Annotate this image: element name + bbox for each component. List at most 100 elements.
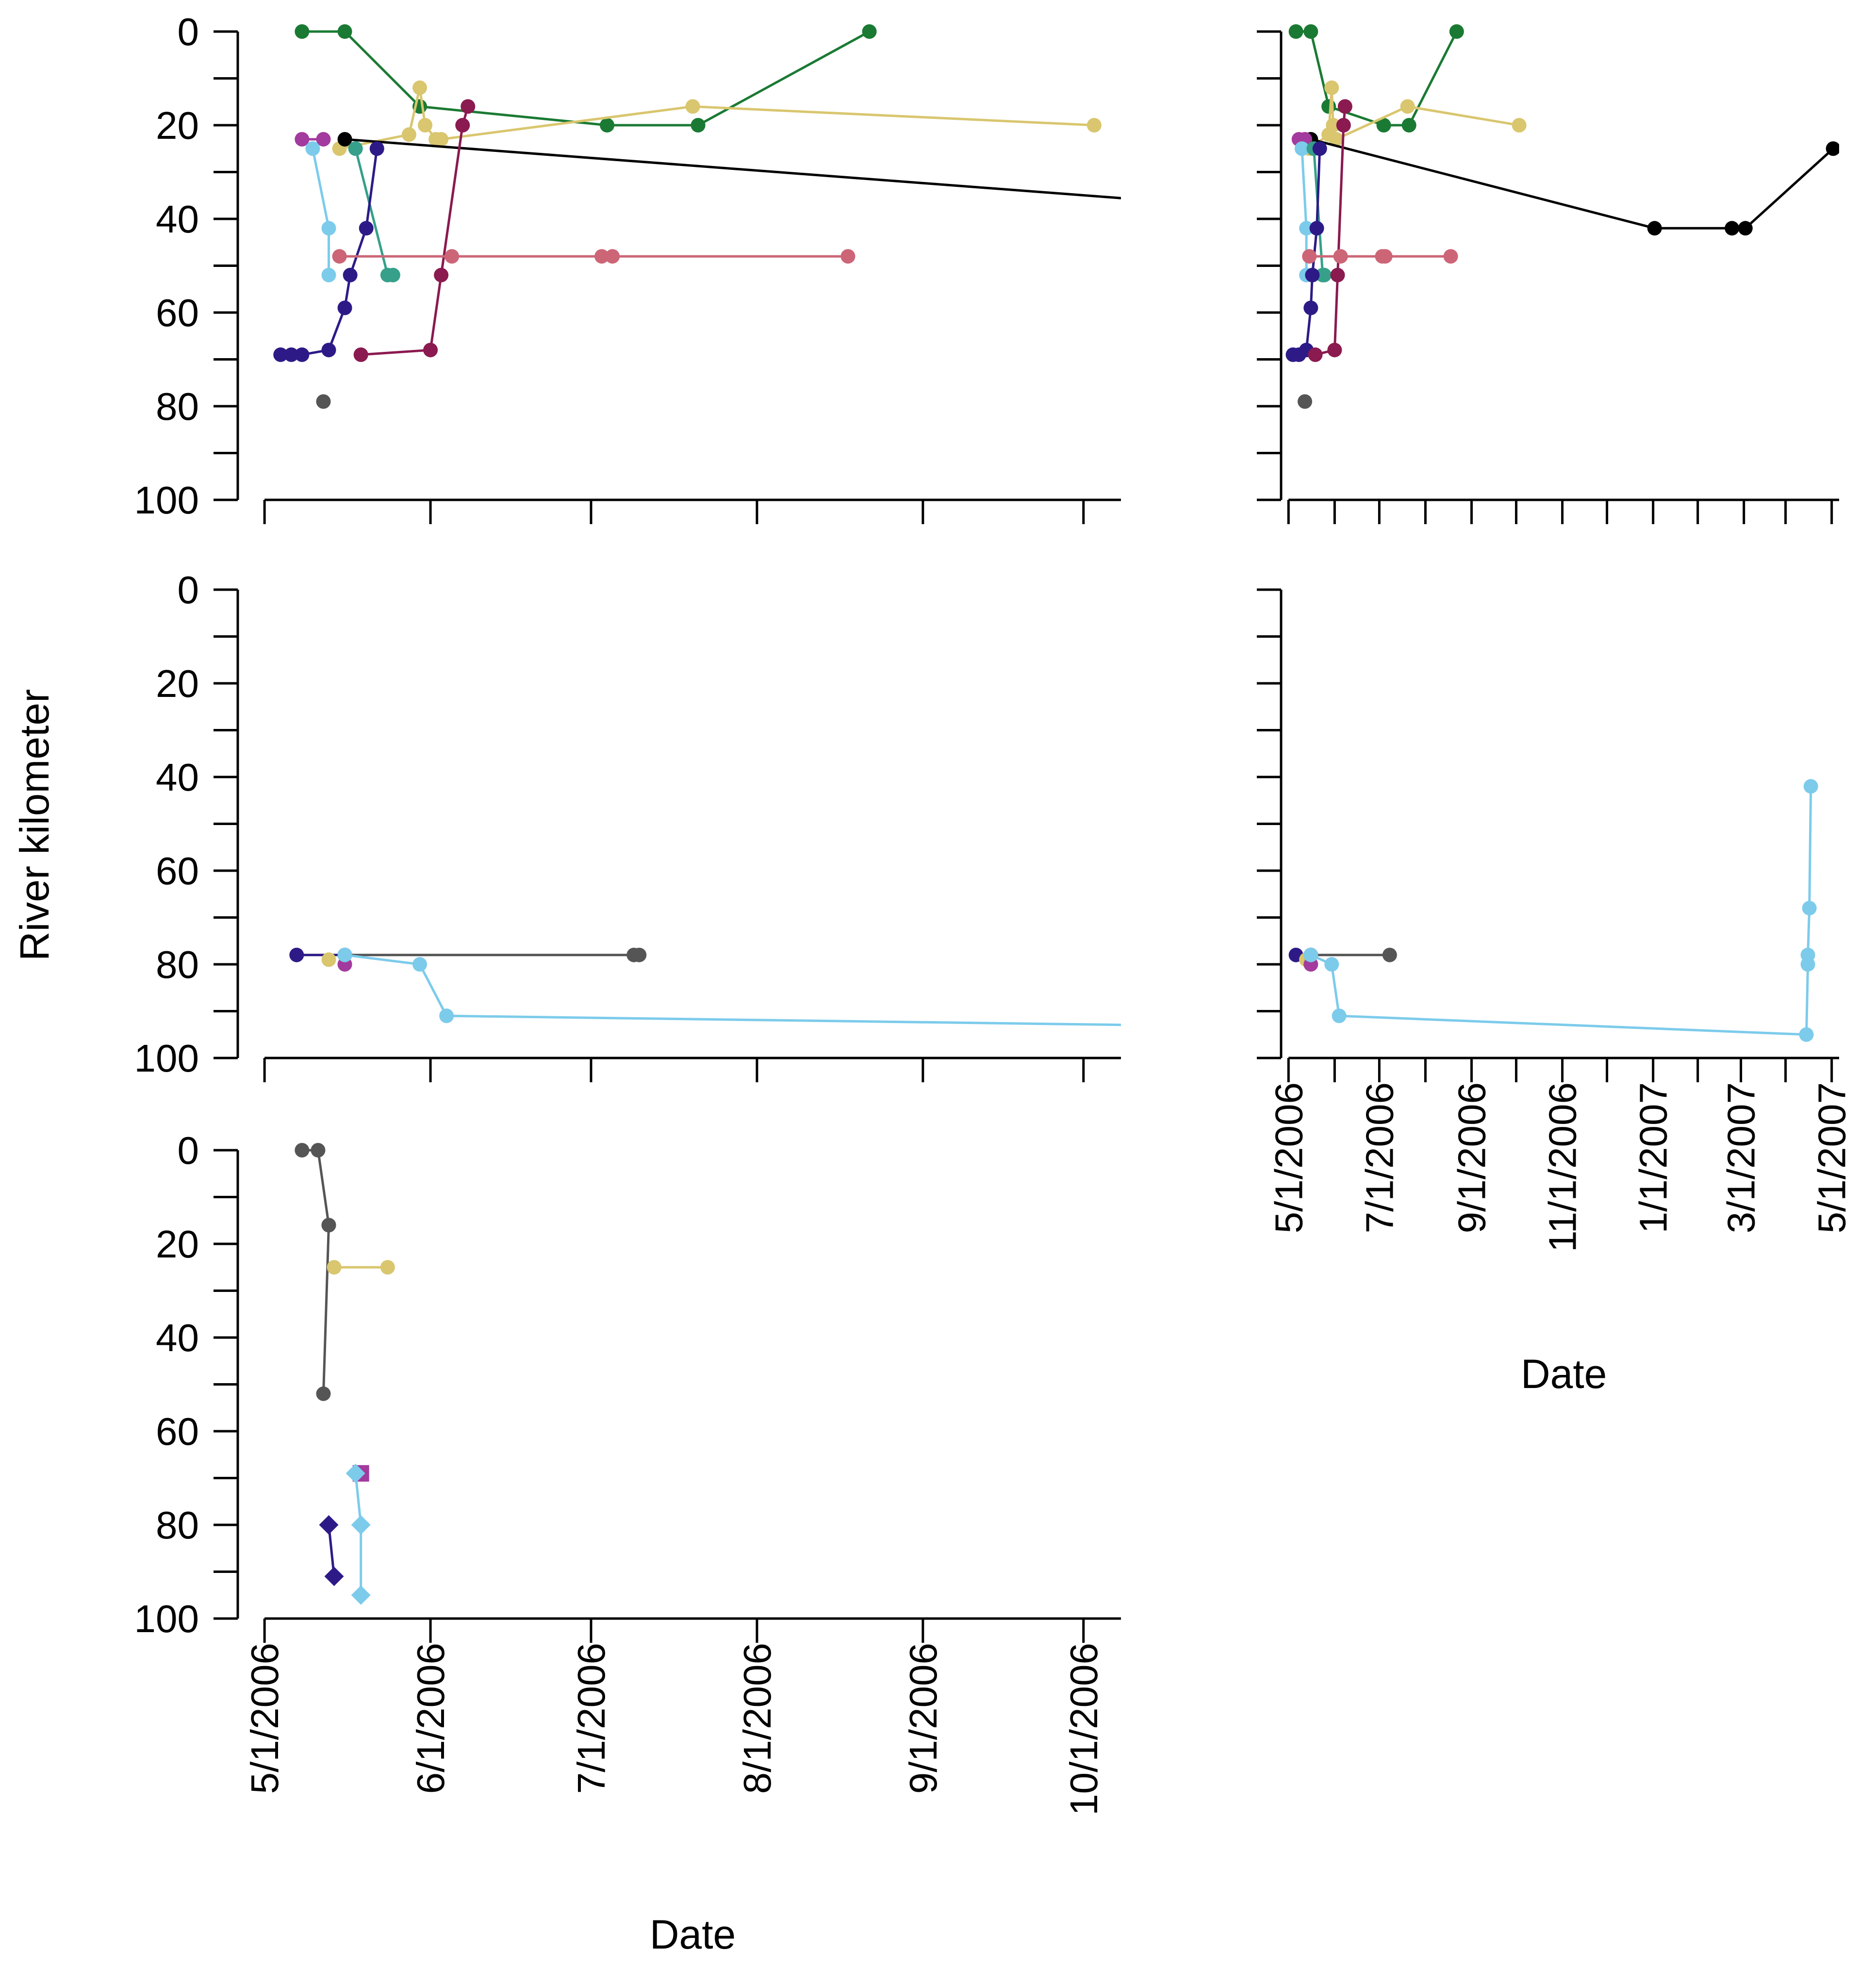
- data-point-yellow: [327, 1260, 342, 1275]
- data-point-navy: [324, 1567, 344, 1587]
- data-point-maroon: [1327, 343, 1342, 358]
- series-line-black: [345, 138, 1121, 199]
- plot-area: [295, 1143, 395, 1605]
- data-point-gray: [311, 1143, 326, 1157]
- data-point-yellow: [321, 952, 336, 967]
- data-point-green: [1376, 118, 1391, 132]
- y-tick-label: 20: [156, 1223, 199, 1266]
- data-point-green: [1401, 118, 1416, 132]
- x-tick-label: 3/1/2007: [1720, 1082, 1763, 1233]
- y-tick-label: 80: [156, 943, 199, 986]
- x-tick-label: 5/1/2007: [1810, 1082, 1854, 1233]
- data-point-pink: [1333, 249, 1348, 264]
- data-point-green: [1303, 24, 1318, 39]
- series-line-lightblue: [354, 1473, 362, 1595]
- y-tick-label: 0: [178, 568, 199, 612]
- data-point-navy: [319, 1515, 339, 1535]
- data-point-maroon: [1308, 347, 1323, 362]
- data-point-lightblue: [1800, 947, 1815, 962]
- data-point-yellow: [401, 127, 416, 142]
- data-point-green: [862, 24, 877, 39]
- data-point-black: [337, 132, 352, 147]
- data-point-lightblue: [1803, 779, 1818, 794]
- x-tick-label: 6/1/2006: [409, 1643, 452, 1794]
- data-point-maroon: [434, 267, 449, 282]
- data-point-lightblue: [1294, 141, 1309, 156]
- data-point-yellow: [685, 99, 700, 114]
- data-point-lightblue: [351, 1515, 371, 1535]
- series-line-lightblue: [345, 954, 1121, 1026]
- data-point-yellow: [412, 80, 428, 95]
- data-point-navy: [284, 347, 299, 362]
- data-point-yellow: [1512, 118, 1527, 132]
- y-tick-label: 0: [178, 1129, 199, 1172]
- data-point-navy: [1305, 267, 1320, 282]
- data-point-yellow: [380, 1260, 395, 1275]
- data-point-maroon: [461, 99, 476, 114]
- panel-middle-right: 5/1/2006 7/1/2006 9/1/2006 11/1/2006 1/1/200…: [1257, 588, 1854, 1397]
- panel-bottom-left: 0 20 40 60 80 100 5/1/2006 6/1/2006 7/1/2006 8/1/…: [134, 1129, 1121, 1957]
- data-point-yellow: [1326, 118, 1341, 132]
- data-point-green: [691, 118, 706, 132]
- data-point-lightblue: [412, 957, 428, 972]
- data-point-maroon: [1330, 267, 1345, 282]
- data-point-lightblue: [1140, 1018, 1155, 1032]
- data-point-black: [1738, 221, 1753, 236]
- y-tick-label: 80: [156, 385, 199, 428]
- data-point-green: [1449, 24, 1464, 39]
- data-point-lightblue: [1802, 901, 1817, 916]
- data-point-green: [1288, 24, 1303, 39]
- data-point-black: [1725, 221, 1740, 236]
- data-point-teal: [385, 267, 400, 282]
- x-axis-title: Date: [1521, 1351, 1607, 1397]
- y-tick-label: 40: [156, 198, 199, 241]
- y-tick-label: 20: [156, 662, 199, 705]
- y-tick-label: 60: [156, 291, 199, 334]
- y-tick-label: 40: [156, 756, 199, 799]
- data-point-yellow: [434, 132, 449, 147]
- data-point-gray: [295, 1143, 310, 1157]
- data-point-lightblue: [1299, 221, 1314, 236]
- data-point-pink: [332, 249, 347, 264]
- x-tick-label: 7/1/2006: [570, 1643, 613, 1794]
- x-tick-label: 5/1/2006: [1267, 1082, 1310, 1233]
- x-axis-title: Date: [650, 1912, 736, 1957]
- data-point-pink: [840, 249, 856, 264]
- data-point-navy: [289, 947, 304, 962]
- x-tick-label: 10/1/2006: [1062, 1643, 1105, 1816]
- x-tick-label: 9/1/2006: [1450, 1082, 1494, 1233]
- y-tick-label: 0: [178, 10, 199, 53]
- data-point-lightblue: [305, 141, 320, 156]
- y-tick-label: 20: [156, 104, 199, 147]
- y-tick-label: 100: [134, 1037, 199, 1080]
- data-point-pink: [605, 249, 620, 264]
- data-point-maroon: [423, 343, 438, 358]
- data-point-navy: [1303, 300, 1318, 315]
- data-point-navy: [1312, 141, 1327, 156]
- data-point-lightblue: [1324, 957, 1339, 972]
- y-axis-title: River kilometer: [12, 689, 57, 961]
- data-point-lightblue: [1303, 947, 1318, 962]
- data-point-teal: [348, 141, 363, 156]
- data-point-black: [1140, 193, 1155, 207]
- data-point-navy: [295, 347, 310, 362]
- data-point-green: [337, 24, 352, 39]
- data-point-lightblue: [337, 947, 352, 962]
- data-point-black: [1647, 221, 1662, 236]
- data-point-yellow: [418, 118, 433, 132]
- x-tick-label: 1/1/2007: [1632, 1082, 1675, 1233]
- data-point-yellow: [1086, 118, 1102, 132]
- data-point-maroon: [455, 118, 470, 132]
- y-tick-label: 60: [156, 849, 199, 893]
- plot-area: [1285, 24, 1839, 409]
- data-point-lightblue: [321, 221, 336, 236]
- data-point-lightblue: [351, 1585, 371, 1605]
- y-tick-label: 80: [156, 1504, 199, 1547]
- data-point-pink: [594, 249, 609, 264]
- data-point-navy: [321, 343, 336, 358]
- data-point-pink: [1378, 249, 1393, 264]
- data-point-lightblue: [346, 1463, 365, 1483]
- plot-area: [273, 24, 1155, 409]
- y-tick-label: 100: [134, 1597, 199, 1640]
